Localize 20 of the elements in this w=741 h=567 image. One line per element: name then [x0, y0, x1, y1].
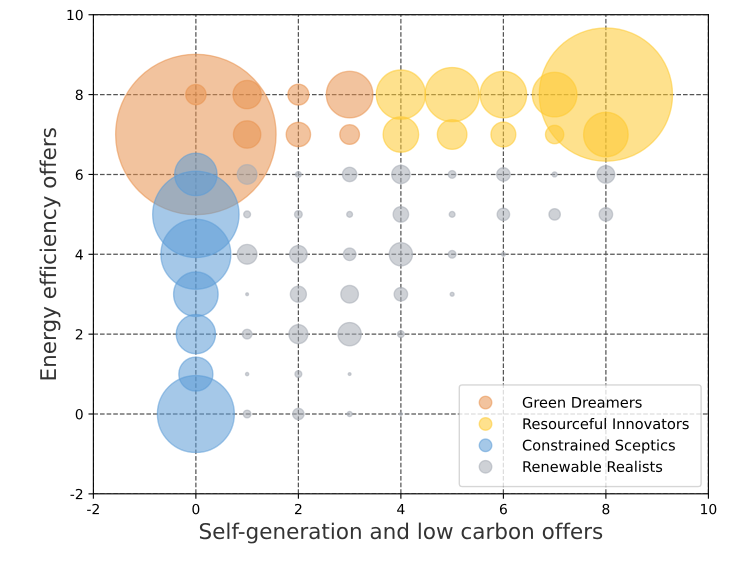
y-tick-label: 10: [67, 10, 83, 20]
legend-label: Resourceful Innovators: [523, 418, 689, 430]
y-tick-label: 8: [76, 90, 83, 100]
x-tick-label: -2: [87, 504, 99, 514]
x-tick-label: 2: [294, 504, 302, 514]
legend-label: Green Dreamers: [522, 396, 642, 408]
x-tick-label: 8: [602, 504, 610, 514]
x-tick-label: 0: [192, 504, 200, 514]
x-tick-label: 10: [701, 504, 716, 514]
y-tick-label: 4: [75, 249, 83, 260]
y-tick-label: 0: [76, 408, 83, 420]
y-axis-title: Energy efficiency offers: [40, 128, 60, 380]
y-tick-label: 6: [76, 169, 83, 180]
legend-label: Renewable Realists: [523, 460, 662, 472]
legend-label: Constrained Sceptics: [522, 439, 675, 454]
x-axis-title: Self-generation and low carbon offers: [200, 522, 602, 544]
y-tick-label: -2: [70, 488, 82, 500]
x-tick-label: 4: [397, 504, 405, 514]
x-tick-label: 6: [500, 504, 507, 514]
y-tick-label: 2: [76, 329, 82, 340]
